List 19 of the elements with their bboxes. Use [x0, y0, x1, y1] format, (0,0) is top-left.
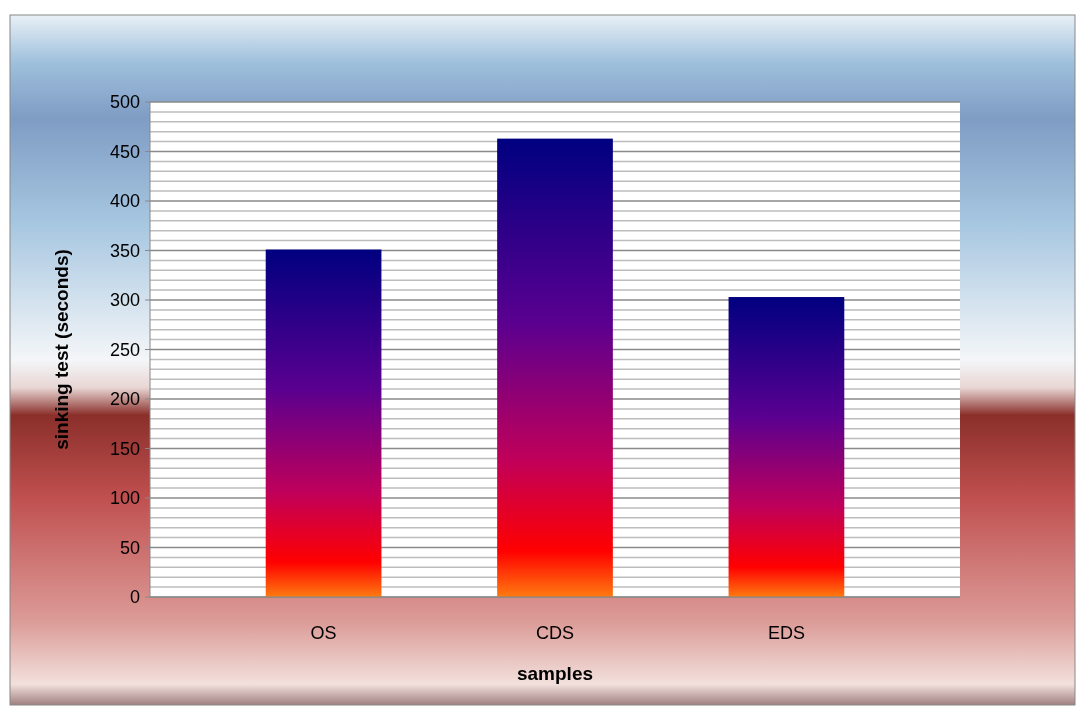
y-tick-label: 450: [109, 141, 140, 162]
y-tick-label: 100: [109, 488, 140, 509]
y-tick-label: 150: [109, 438, 140, 459]
y-axis-title: sinking test (seconds): [51, 249, 72, 450]
bar: [265, 249, 382, 597]
bar: [497, 138, 613, 597]
y-tick-label: 500: [109, 92, 140, 113]
y-tick-label: 300: [109, 290, 140, 311]
y-tick-label: 0: [129, 587, 140, 608]
y-tick-label: 200: [109, 389, 140, 410]
x-tick-label: EDS: [767, 623, 805, 643]
x-tick-label: CDS: [535, 623, 575, 643]
y-tick-label: 400: [109, 191, 140, 212]
x-tick-label: OS: [310, 623, 337, 643]
x-axis-title: samples: [516, 663, 594, 684]
y-tick-label: 350: [109, 240, 140, 261]
y-tick-label: 250: [109, 339, 140, 360]
bar: [728, 297, 845, 597]
y-tick-label: 50: [119, 537, 140, 558]
